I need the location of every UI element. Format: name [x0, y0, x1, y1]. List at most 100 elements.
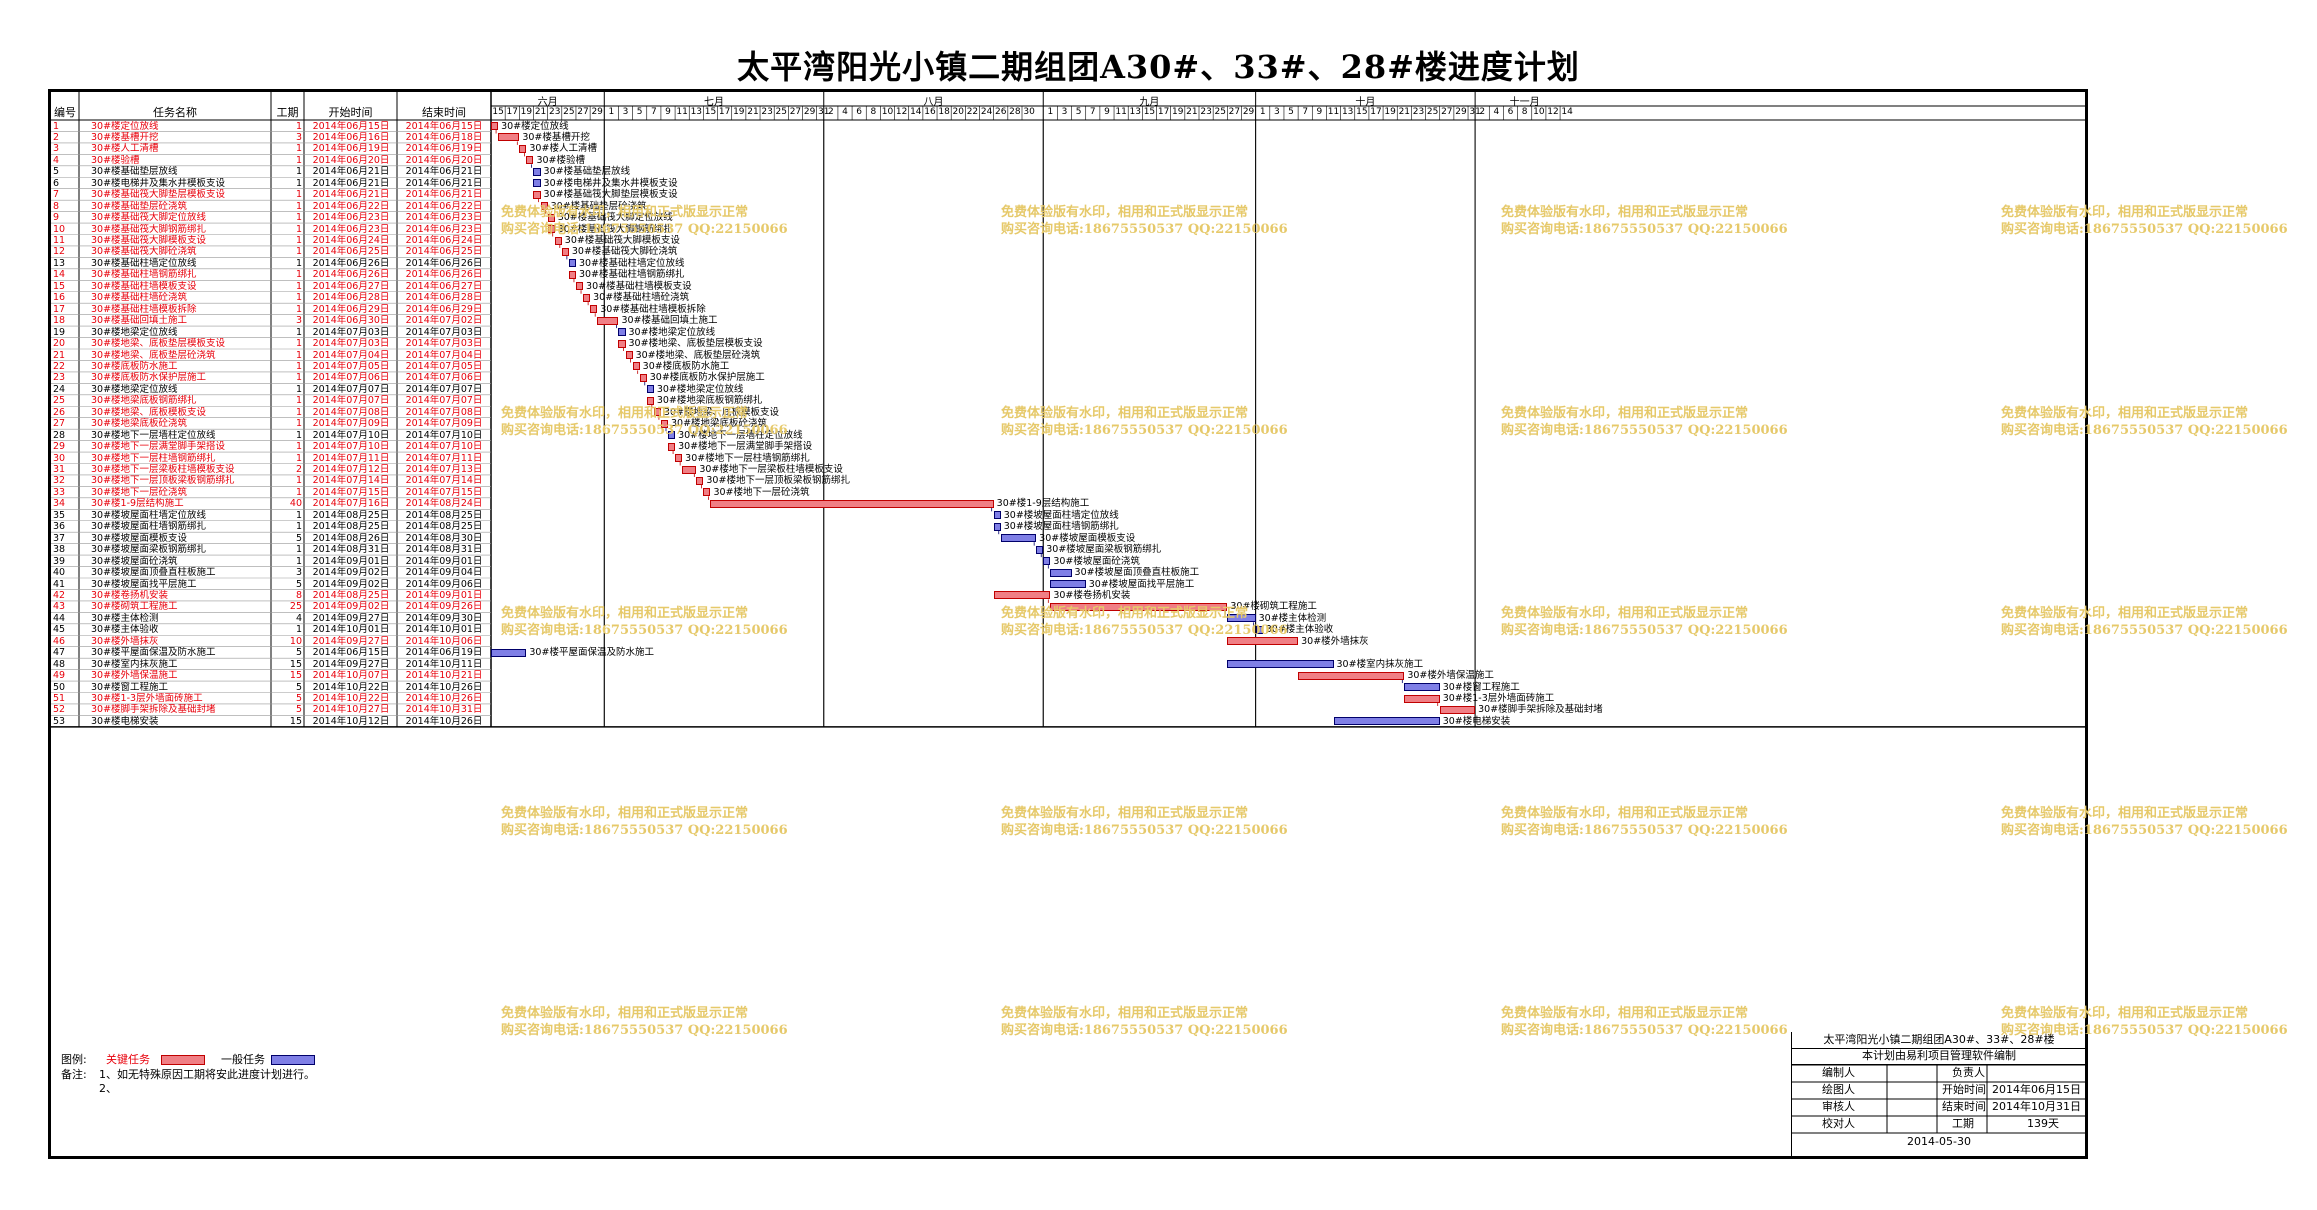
- day-label: 29: [1455, 107, 1467, 117]
- critical-task-bar[interactable]: [1404, 694, 1440, 703]
- normal-task-bar[interactable]: [1255, 625, 1263, 634]
- normal-task-bar[interactable]: [646, 385, 654, 394]
- task-start: 2014年06月21日: [312, 166, 390, 178]
- critical-task-bar[interactable]: [632, 362, 640, 371]
- critical-task-bar[interactable]: [561, 247, 569, 256]
- task-end: 2014年09月01日: [405, 555, 483, 567]
- task-start: 2014年06月23日: [312, 212, 390, 224]
- normal-task-bar[interactable]: [491, 648, 527, 657]
- day-label: 18: [938, 107, 950, 117]
- task-name: 30#楼平屋面保温及防水施工: [91, 647, 216, 659]
- task-name: 30#楼地下一层满堂脚手架搭设: [91, 441, 226, 453]
- day-label: 5: [1075, 107, 1082, 117]
- normal-task-bar[interactable]: [668, 431, 676, 440]
- normal-task-bar[interactable]: [993, 511, 1001, 520]
- day-label: 11: [676, 107, 688, 117]
- critical-task-bar[interactable]: [1439, 705, 1476, 714]
- critical-task-bar[interactable]: [653, 408, 661, 417]
- task-name: 30#楼基础柱墙砼浇筑: [91, 292, 188, 304]
- day-label: 19: [1172, 107, 1184, 117]
- task-bar-label: 30#楼地梁、底板垫层砼浇筑: [635, 349, 761, 361]
- task-id: 31: [53, 464, 66, 475]
- day-label: 12: [1547, 107, 1559, 117]
- task-id: 3: [53, 143, 60, 155]
- info-duration-value: 139天: [2027, 1117, 2059, 1130]
- day-label: 30: [1023, 107, 1035, 117]
- normal-task-bar[interactable]: [993, 522, 1001, 531]
- critical-task-bar[interactable]: [575, 282, 584, 291]
- info-drawer-label: 绘图人: [1822, 1083, 1855, 1096]
- task-start: 2014年07月09日: [312, 418, 390, 430]
- critical-task-bar[interactable]: [710, 499, 994, 508]
- task-start: 2014年10月07日: [312, 670, 390, 682]
- task-end: 2014年07月03日: [405, 326, 483, 338]
- critical-task-bar[interactable]: [618, 339, 626, 348]
- task-start: 2014年07月03日: [312, 338, 390, 350]
- critical-task-bar[interactable]: [568, 270, 576, 279]
- normal-task-bar[interactable]: [1227, 660, 1334, 669]
- normal-task-bar[interactable]: [1043, 557, 1051, 566]
- normal-task-bar[interactable]: [1227, 614, 1256, 623]
- critical-task-bar[interactable]: [533, 190, 541, 199]
- critical-task-bar[interactable]: [498, 133, 520, 142]
- task-duration: 1: [295, 624, 302, 636]
- critical-task-bar[interactable]: [682, 465, 697, 474]
- task-bar-label: 30#楼基础回填土施工: [621, 315, 718, 327]
- day-label: 12: [895, 107, 908, 117]
- task-bar-label: 30#楼人工清槽: [529, 143, 597, 155]
- day-label: 19: [520, 107, 533, 117]
- task-duration: 5: [295, 647, 302, 659]
- day-label: 8: [870, 107, 877, 117]
- task-duration: 1: [295, 509, 302, 521]
- critical-task-bar[interactable]: [660, 419, 668, 428]
- normal-task-bar[interactable]: [568, 259, 576, 268]
- critical-task-bar[interactable]: [696, 476, 704, 485]
- critical-task-bar[interactable]: [1227, 637, 1299, 646]
- task-id: 49: [53, 670, 66, 682]
- watermark-text: 免费体验版有水印，相用和正式版显示正常 购买咨询电话:18675550537 QQ…: [2001, 406, 2288, 438]
- task-bar-label: 30#楼地下一层柱墙钢筋绑扎: [685, 452, 810, 464]
- critical-task-bar[interactable]: [583, 293, 591, 302]
- task-name: 30#楼基槽开挖: [91, 131, 159, 143]
- critical-task-bar[interactable]: [1298, 671, 1405, 680]
- task-duration: 1: [295, 154, 302, 166]
- critical-task-bar[interactable]: [1050, 602, 1228, 611]
- normal-task-bar[interactable]: [1050, 568, 1072, 577]
- critical-task-bar[interactable]: [646, 396, 654, 405]
- task-name: 30#楼外墙抹灰: [91, 635, 159, 647]
- normal-task-bar[interactable]: [1404, 683, 1440, 692]
- critical-task-bar[interactable]: [547, 213, 555, 222]
- critical-task-bar[interactable]: [625, 351, 633, 359]
- critical-task-bar[interactable]: [703, 488, 711, 497]
- task-end: 2014年10月21日: [405, 670, 483, 682]
- critical-task-bar[interactable]: [590, 305, 598, 314]
- legend-critical-swatch: [161, 1055, 205, 1065]
- critical-task-bar[interactable]: [526, 156, 534, 165]
- normal-task-bar[interactable]: [1050, 580, 1086, 588]
- critical-task-bar[interactable]: [639, 373, 647, 382]
- task-id: 16: [53, 292, 66, 304]
- normal-task-bar[interactable]: [1000, 534, 1037, 543]
- normal-task-bar[interactable]: [1036, 545, 1044, 554]
- critical-task-bar[interactable]: [554, 236, 562, 245]
- normal-task-bar[interactable]: [533, 179, 541, 188]
- critical-task-bar[interactable]: [597, 316, 619, 325]
- critical-task-bar[interactable]: [540, 202, 548, 211]
- normal-task-bar[interactable]: [618, 328, 626, 337]
- day-label: 27: [1228, 107, 1241, 117]
- task-duration: 1: [295, 257, 302, 269]
- task-end: 2014年07月14日: [405, 475, 483, 487]
- critical-task-bar[interactable]: [993, 591, 1051, 600]
- normal-task-bar[interactable]: [1333, 717, 1440, 726]
- critical-task-bar[interactable]: [675, 454, 683, 463]
- task-start: 2014年07月12日: [312, 464, 390, 475]
- day-label: 14: [910, 107, 922, 117]
- task-bar-label: 30#楼脚手架拆除及基础封堵: [1478, 704, 1603, 716]
- task-name: 30#楼坡屋面顶叠直柱板施工: [91, 567, 216, 579]
- critical-task-bar[interactable]: [519, 144, 527, 153]
- critical-task-bar[interactable]: [547, 225, 555, 234]
- task-duration: 1: [295, 212, 302, 224]
- critical-task-bar[interactable]: [668, 442, 676, 451]
- critical-task-bar[interactable]: [491, 122, 499, 130]
- normal-task-bar[interactable]: [533, 167, 541, 176]
